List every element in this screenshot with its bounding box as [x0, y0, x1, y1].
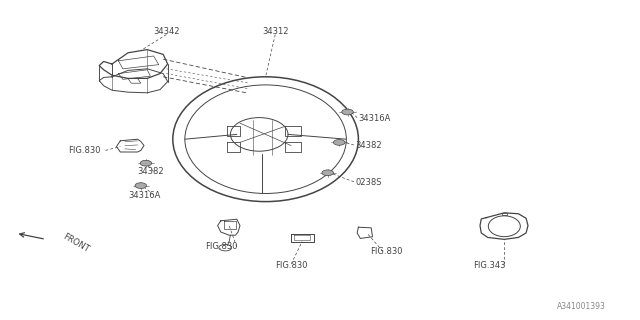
- Text: FIG.830: FIG.830: [275, 261, 307, 270]
- Text: 34382: 34382: [138, 167, 164, 176]
- Text: FIG.830: FIG.830: [370, 247, 403, 256]
- Text: 34382: 34382: [355, 141, 382, 150]
- Text: FRONT: FRONT: [61, 232, 91, 254]
- Circle shape: [333, 140, 345, 145]
- Text: FIG.343: FIG.343: [474, 261, 506, 270]
- Text: FIG.830: FIG.830: [205, 242, 237, 251]
- Text: 0238S: 0238S: [355, 178, 381, 187]
- Text: 34342: 34342: [153, 28, 180, 36]
- Circle shape: [140, 160, 152, 166]
- Circle shape: [135, 183, 147, 188]
- Text: 34316A: 34316A: [358, 114, 391, 123]
- Text: 34312: 34312: [262, 28, 289, 36]
- Circle shape: [322, 170, 333, 176]
- Text: A341001393: A341001393: [557, 302, 605, 311]
- Circle shape: [342, 109, 353, 115]
- Text: FIG.830: FIG.830: [68, 146, 101, 155]
- Text: 34316A: 34316A: [128, 191, 161, 200]
